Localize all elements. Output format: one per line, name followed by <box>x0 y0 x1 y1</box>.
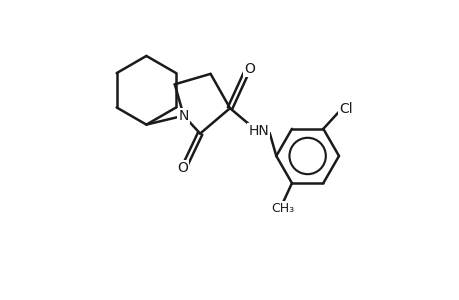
Text: CH₃: CH₃ <box>270 202 293 215</box>
Text: Cl: Cl <box>339 101 353 116</box>
Text: O: O <box>176 161 187 175</box>
Text: N: N <box>178 109 189 123</box>
Text: HN: HN <box>248 124 269 139</box>
Text: O: O <box>244 62 255 76</box>
